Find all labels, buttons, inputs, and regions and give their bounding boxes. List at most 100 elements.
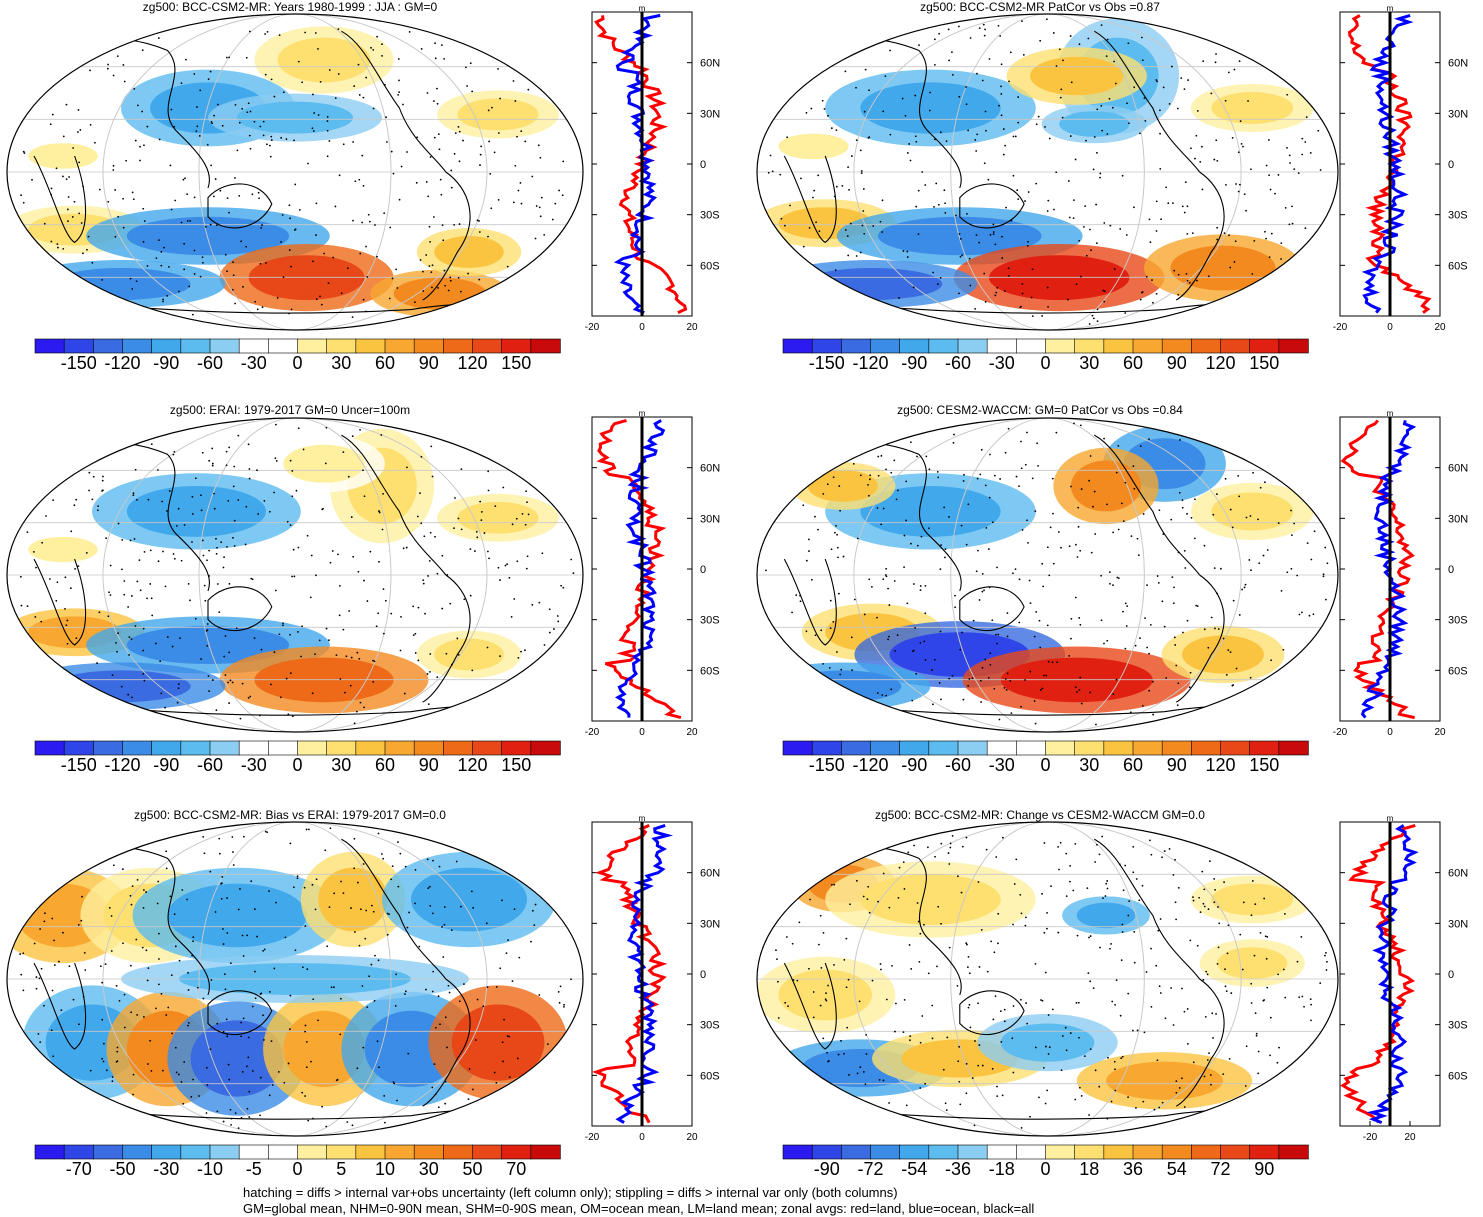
stipple-dot — [143, 679, 146, 682]
stipple-dot — [33, 942, 36, 945]
stipple-dot — [1183, 1106, 1186, 1108]
stipple-dot — [193, 73, 196, 75]
stipple-dot — [870, 585, 873, 588]
stipple-dot — [184, 177, 186, 180]
stipple-dot — [948, 677, 951, 680]
stipple-dot — [1102, 897, 1104, 900]
stipple-dot — [903, 998, 906, 1001]
colorbar-tick-label: -90 — [153, 353, 180, 373]
stipple-dot — [1114, 1068, 1116, 1071]
stipple-dot — [965, 942, 968, 945]
stipple-dot — [437, 133, 440, 136]
stipple-dot — [164, 585, 167, 588]
colorbar-tick-label: -36 — [944, 1159, 971, 1179]
stipple-dot — [383, 1121, 386, 1124]
stipple-dot — [1203, 628, 1206, 631]
stipple-dot — [135, 498, 138, 501]
stipple-dot — [1014, 568, 1017, 571]
stipple-dot — [1190, 147, 1192, 150]
stipple-dot — [338, 584, 341, 587]
stipple-dot — [777, 1017, 780, 1019]
colorbar-swatch — [1249, 1144, 1280, 1160]
stipple-dot — [1224, 985, 1227, 988]
stipple-dot — [1047, 199, 1050, 202]
stipple-dot — [444, 1080, 447, 1083]
stipple-dot — [177, 683, 180, 686]
stipple-dot — [1159, 167, 1162, 170]
stipple-dot — [923, 640, 926, 643]
stipple-dot — [1145, 275, 1148, 278]
colorbar-swatch — [1132, 338, 1163, 354]
stipple-dot — [1025, 916, 1027, 919]
stipple-dot — [1173, 586, 1175, 589]
stipple-dot — [842, 555, 845, 558]
stipple-dot — [1266, 935, 1269, 938]
stipple-dot — [391, 865, 394, 868]
stipple-dot — [319, 295, 321, 298]
stipple-dot — [1238, 183, 1241, 186]
stipple-dot — [845, 986, 848, 989]
stipple-dot — [1245, 209, 1247, 212]
stipple-dot — [868, 578, 871, 581]
stipple-dot — [443, 906, 446, 908]
colorbar-tick-label: 0 — [292, 1159, 303, 1179]
stipple-dot — [133, 87, 136, 90]
stipple-dot — [194, 477, 197, 480]
stipple-dot — [557, 990, 560, 993]
stipple-dot — [1106, 887, 1109, 890]
coastline — [341, 30, 447, 173]
stipple-dot — [978, 27, 981, 30]
stipple-dot — [931, 1004, 934, 1007]
graticule-line — [950, 822, 1145, 1136]
stipple-dot — [174, 945, 177, 948]
stipple-dot — [1312, 613, 1315, 616]
stipple-dot — [39, 1041, 42, 1044]
stipple-dot — [1065, 852, 1068, 855]
stipple-dot — [130, 638, 133, 641]
stipple-dot — [888, 906, 891, 909]
stipple-dot — [527, 88, 530, 91]
stipple-dot — [428, 225, 431, 228]
stipple-dot — [370, 46, 372, 49]
stipple-dot — [1051, 661, 1054, 664]
stipple-dot — [1096, 308, 1099, 311]
stipple-dot — [239, 888, 241, 890]
stipple-dot — [1124, 312, 1127, 314]
stipple-dot — [1278, 1046, 1280, 1049]
stipple-dot — [1101, 129, 1104, 132]
stipple-dot — [802, 504, 805, 507]
stipple-dot — [296, 875, 299, 878]
stipple-dot — [1227, 924, 1230, 927]
coastline — [422, 978, 471, 1107]
stipple-dot — [358, 944, 361, 947]
stipple-dot — [823, 108, 826, 110]
stipple-dot — [531, 175, 534, 178]
stipple-dot — [321, 1105, 323, 1108]
stipple-dot — [352, 141, 354, 143]
stipple-dot — [136, 878, 139, 881]
stipple-dot — [1005, 689, 1008, 691]
stipple-dot — [479, 153, 482, 156]
stipple-dot — [1012, 135, 1015, 138]
stipple-dot — [966, 966, 969, 969]
stipple-dot — [472, 1088, 474, 1091]
stipple-dot — [420, 522, 423, 525]
stipple-dot — [1005, 206, 1007, 209]
stipple-dot — [1210, 616, 1213, 619]
stipple-dot — [1128, 122, 1130, 125]
stipple-dot — [241, 1070, 244, 1073]
stipple-dot — [939, 630, 942, 633]
stipple-dot — [995, 856, 998, 858]
stipple-dot — [949, 846, 952, 849]
lat-label: 30S — [700, 1020, 720, 1032]
stipple-dot — [1250, 914, 1253, 917]
stipple-dot — [849, 903, 851, 906]
stipple-dot — [486, 646, 489, 649]
stipple-dot — [795, 594, 798, 597]
stipple-dot — [254, 970, 256, 973]
stipple-dot — [173, 450, 176, 453]
stipple-dot — [497, 67, 499, 70]
stipple-dot — [909, 159, 912, 162]
stipple-dot — [412, 634, 415, 637]
stipple-dot — [200, 494, 202, 497]
